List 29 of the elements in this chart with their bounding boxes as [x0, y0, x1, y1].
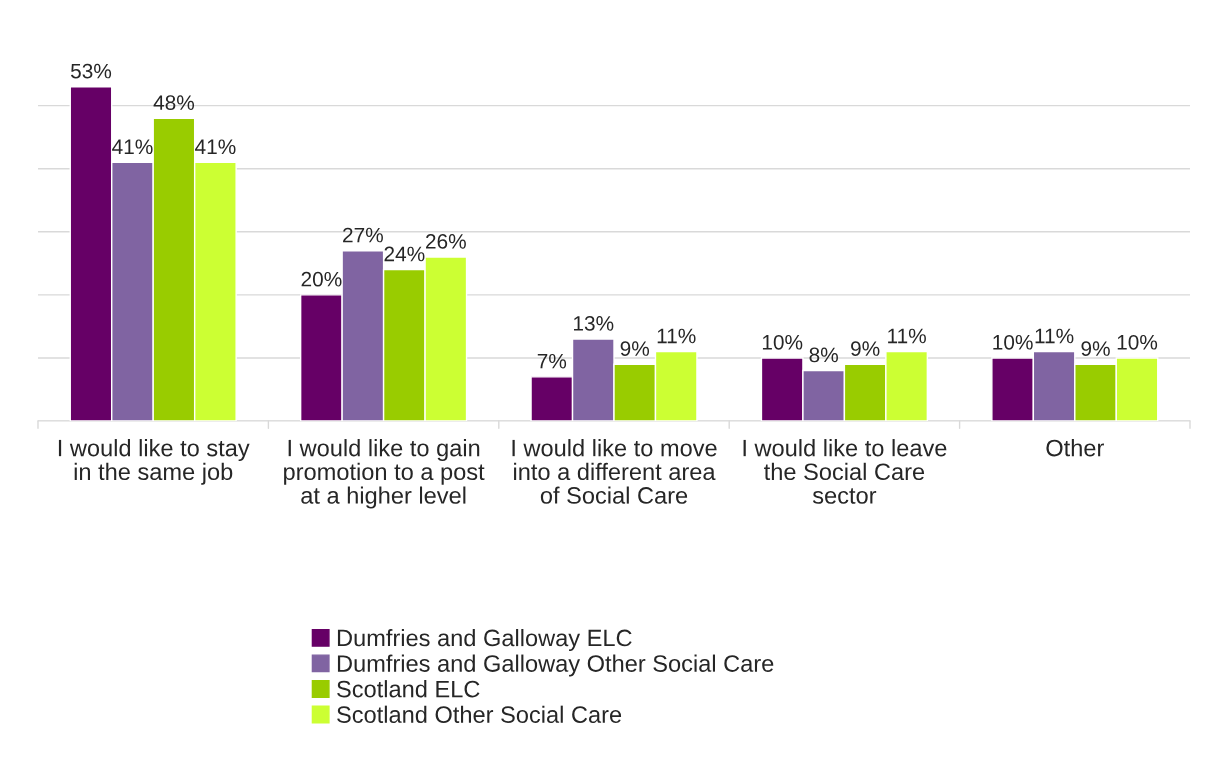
data-label: 9%: [1081, 341, 1110, 356]
x-tick-label: I would like to move into a different area of Social Care: [512, 439, 717, 504]
data-label: 10%: [762, 334, 803, 350]
x-tick-label: I would like to gain promotion to a post at a higher level: [284, 439, 485, 509]
legend-label: Dumfries and Galloway Other Social Care: [337, 654, 774, 677]
legend-label: Scotland Other Social Care: [337, 705, 622, 723]
x-tick-label: Other: [1046, 439, 1104, 457]
data-label: 20%: [301, 271, 342, 287]
data-label: 48%: [153, 95, 195, 110]
data-label: 27%: [343, 227, 383, 243]
data-label: 9%: [620, 341, 650, 356]
data-label: 10%: [993, 334, 1033, 350]
data-label: 41%: [195, 139, 236, 155]
data-label: 7%: [537, 353, 567, 369]
data-label: 11%: [657, 328, 696, 344]
data-label: 11%: [1035, 328, 1074, 344]
data-label: 41%: [112, 139, 153, 155]
data-label: 26%: [426, 233, 466, 249]
legend-label: Scotland ELC: [337, 680, 480, 698]
x-tick-label: I would like to stay in the same job: [58, 439, 250, 485]
data-label: 9%: [851, 341, 880, 356]
data-label: 8%: [809, 347, 838, 363]
data-label: 11%: [888, 328, 926, 344]
data-label: 53%: [70, 63, 112, 79]
data-label: 24%: [384, 246, 425, 262]
x-tick-label: I would like to leave the Social Care sector: [743, 439, 947, 504]
data-label: 10%: [1117, 334, 1158, 350]
data-label: 13%: [574, 315, 614, 331]
legend-label: Dumfries and Galloway ELC: [337, 628, 632, 651]
